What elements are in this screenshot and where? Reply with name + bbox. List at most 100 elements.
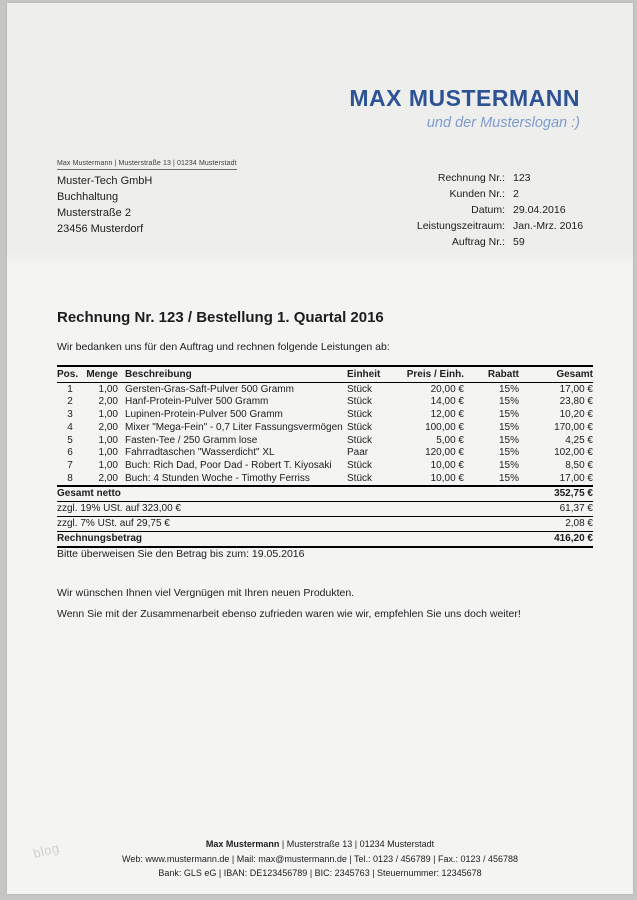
brand-slogan: und der Musterslogan :) bbox=[426, 115, 580, 131]
cell: 15% bbox=[498, 434, 519, 446]
line-items-table: Pos. Menge Beschreibung Einheit Preis / … bbox=[57, 365, 593, 549]
meta-label: Leistungszeitraum: bbox=[416, 220, 505, 232]
customer-number: 2 bbox=[513, 188, 519, 200]
cell: 1,00 bbox=[98, 434, 118, 446]
meta-label: Kunden Nr.: bbox=[449, 188, 505, 200]
cell: 12,00 € bbox=[430, 409, 464, 421]
cell: Buch: 4 Stunden Woche - Timothy Ferriss bbox=[125, 473, 310, 485]
cell: Gersten-Gras-Saft-Pulver 500 Gramm bbox=[125, 383, 294, 395]
cell: 1,00 bbox=[98, 447, 118, 459]
page-title: Rechnung Nr. 123 / Bestellung 1. Quartal… bbox=[57, 309, 384, 326]
column-header-menge: Menge bbox=[83, 365, 118, 383]
order-number: 59 bbox=[513, 236, 525, 248]
cell: 15% bbox=[498, 396, 519, 408]
invoice-number: 123 bbox=[513, 172, 531, 184]
invoice-date: 29.04.2016 bbox=[513, 204, 566, 216]
cell: 1,00 bbox=[98, 383, 118, 395]
cell: 20,00 € bbox=[430, 383, 464, 395]
total-value: 61,37 € bbox=[525, 501, 593, 518]
column-header-gesamt: Gesamt bbox=[525, 365, 593, 383]
referral-note: Wenn Sie mit der Zusammenarbeit ebenso z… bbox=[57, 608, 521, 620]
table-row: 2 2,00 Hanf-Protein-Pulver 500 Gramm Stück 1… bbox=[57, 396, 593, 409]
column-header-einheit: Einheit bbox=[345, 365, 402, 383]
cell: 102,00 € bbox=[554, 447, 593, 459]
cell: 15% bbox=[498, 473, 519, 485]
footer-block: Max Mustermann | Musterstraße 13 | 01234… bbox=[7, 837, 633, 881]
cell: 15% bbox=[498, 409, 519, 421]
cell: 1,00 bbox=[98, 409, 118, 421]
cell: Stück bbox=[347, 409, 373, 421]
cell: 8,50 € bbox=[565, 460, 593, 472]
recipient-street: Musterstraße 2 bbox=[57, 207, 131, 219]
cell: 3 bbox=[67, 409, 73, 421]
total-value: 2,08 € bbox=[525, 516, 593, 533]
cell: 8 bbox=[67, 473, 73, 485]
thanks-note: Wir wünschen Ihnen viel Vergnügen mit Ih… bbox=[57, 587, 355, 599]
cell: 120,00 € bbox=[425, 447, 464, 459]
column-header-pos: Pos. bbox=[57, 365, 83, 383]
cell: 2,00 bbox=[98, 421, 118, 433]
table-row: 8 2,00 Buch: 4 Stunden Woche - Timothy Fer… bbox=[57, 473, 593, 487]
cell: 15% bbox=[498, 383, 519, 395]
cell: 1,00 bbox=[98, 460, 118, 472]
cell: 23,80 € bbox=[559, 396, 593, 408]
footer-name: Max Mustermann bbox=[205, 839, 280, 849]
cell: 6 bbox=[67, 447, 73, 459]
cell: Stück bbox=[347, 396, 373, 408]
meta-label: Auftrag Nr.: bbox=[451, 236, 505, 248]
total-row: zzgl. 7% USt. auf 29,75 €2,08 € bbox=[57, 516, 593, 533]
cell: Stück bbox=[347, 421, 373, 433]
cell: 14,00 € bbox=[430, 396, 464, 408]
meta-label: Rechnung Nr.: bbox=[437, 172, 505, 184]
cell: 100,00 € bbox=[425, 421, 464, 433]
cell: 10,00 € bbox=[430, 460, 464, 472]
cell: 7 bbox=[67, 460, 73, 472]
recipient-address: Muster-Tech GmbH Buchhaltung Musterstraß… bbox=[57, 173, 152, 237]
cell: 5 bbox=[67, 434, 73, 446]
table-row: 4 2,00 Mixer "Mega-Fein" - 0,7 Liter Fassu… bbox=[57, 421, 593, 434]
cell: 10,20 € bbox=[559, 409, 593, 421]
column-header-preis: Preis / Einh. bbox=[402, 365, 464, 383]
cell: Paar bbox=[347, 447, 369, 459]
cell: Lupinen-Protein-Pulver 500 Gramm bbox=[125, 409, 283, 421]
invoice-page: MAX MUSTERMANN und der Musterslogan :) M… bbox=[7, 3, 633, 894]
cell: 15% bbox=[498, 421, 519, 433]
table-row: 7 1,00 Buch: Rich Dad, Poor Dad - Robert T… bbox=[57, 460, 593, 473]
total-label: zzgl. 7% USt. auf 29,75 € bbox=[57, 516, 525, 533]
cell: 10,00 € bbox=[430, 473, 464, 485]
total-label: zzgl. 19% USt. auf 323,00 € bbox=[57, 501, 525, 518]
column-header-beschreibung: Beschreibung bbox=[118, 365, 345, 383]
total-row: Rechnungsbetrag 416,20 € bbox=[57, 531, 593, 549]
table-header: Pos. Menge Beschreibung Einheit Preis / … bbox=[57, 365, 593, 383]
cell: 170,00 € bbox=[554, 421, 593, 433]
recipient-company: Muster-Tech GmbH bbox=[57, 175, 153, 187]
cell: 2 bbox=[67, 396, 73, 408]
meta-label: Datum: bbox=[471, 204, 505, 216]
cell: 15% bbox=[498, 460, 519, 472]
cell: Fahrradtaschen "Wasserdicht" XL bbox=[125, 447, 275, 459]
cell: 17,00 € bbox=[559, 473, 593, 485]
total-label: Gesamt netto bbox=[57, 485, 525, 503]
invoice-totals: Gesamt netto 352,75 € zzgl. 19% USt. auf 3… bbox=[57, 485, 593, 549]
cell: Buch: Rich Dad, Poor Dad - Robert T. Kiy… bbox=[125, 460, 332, 472]
recipient-city: 23456 Musterdorf bbox=[57, 223, 144, 235]
recipient-department: Buchhaltung bbox=[57, 191, 119, 203]
column-header-rabatt: Rabatt bbox=[464, 365, 525, 383]
service-period: Jan.-Mrz. 2016 bbox=[513, 220, 584, 232]
cell: Fasten-Tee / 250 Gramm lose bbox=[125, 434, 258, 446]
cell: 15% bbox=[498, 447, 519, 459]
cell: Hanf-Protein-Pulver 500 Gramm bbox=[125, 396, 269, 408]
cell: Stück bbox=[347, 460, 373, 472]
payment-due-note: Bitte überweisen Sie den Betrag bis zum:… bbox=[57, 548, 305, 560]
brand-name: MAX MUSTERMANN bbox=[349, 85, 580, 111]
cell: Stück bbox=[347, 434, 373, 446]
cell: 4,25 € bbox=[565, 434, 593, 446]
cell: Stück bbox=[347, 383, 373, 395]
cell: 17,00 € bbox=[559, 383, 593, 395]
total-value: 416,20 € bbox=[525, 531, 593, 549]
cell: 5,00 € bbox=[436, 434, 464, 446]
footer-line-bank: Bank: GLS eG | IBAN: DE123456789 | BIC: … bbox=[158, 868, 482, 878]
footer-address-rest: | Musterstraße 13 | 01234 Musterstadt bbox=[279, 839, 435, 849]
total-value: 352,75 € bbox=[525, 485, 593, 503]
